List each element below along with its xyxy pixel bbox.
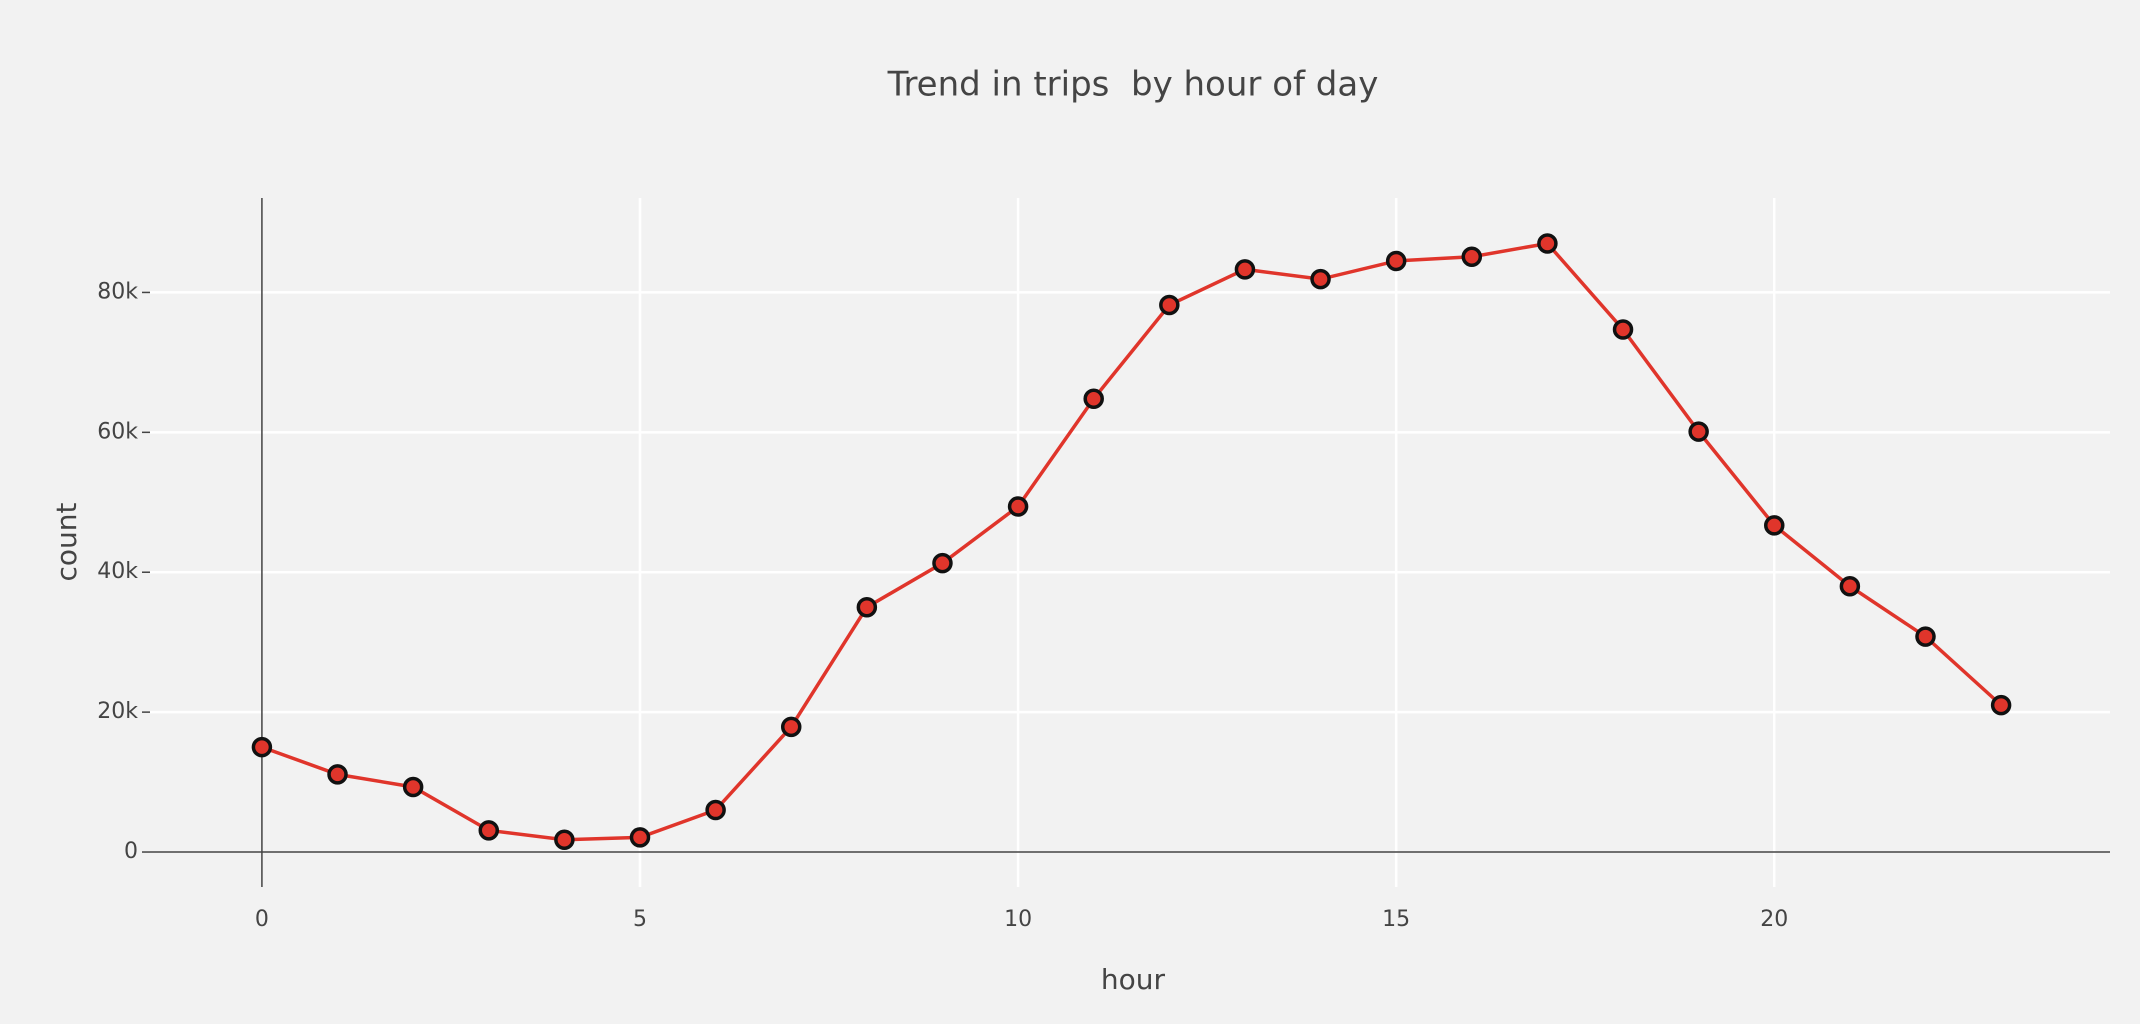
x-tick-label: 5	[633, 907, 647, 932]
data-point	[1990, 694, 2012, 716]
data-point	[1234, 259, 1256, 280]
x-tick-label: 0	[255, 907, 269, 932]
data-point	[932, 552, 953, 574]
data-point	[554, 829, 575, 851]
y-tick-label: 0	[124, 839, 138, 864]
data-point	[1461, 246, 1483, 268]
x-tick-label: 20	[1760, 907, 1788, 932]
data-point	[1537, 233, 1558, 254]
data-point	[1688, 421, 1709, 442]
data-point	[1915, 626, 1936, 647]
chart-title: Trend in trips by hour of day	[887, 65, 1379, 105]
data-point	[251, 736, 273, 758]
y-tick-label: 20k	[97, 699, 138, 724]
data-point	[780, 716, 802, 738]
data-point	[1764, 515, 1785, 536]
data-point	[856, 596, 878, 618]
data-point	[705, 799, 726, 821]
data-point	[327, 764, 348, 785]
x-axis-title: hour	[1101, 963, 1166, 996]
data-point	[1839, 575, 1861, 597]
y-tick-label: 40k	[97, 559, 138, 584]
data-point	[629, 827, 651, 848]
y-axis-title: count	[50, 502, 83, 581]
y-tick-label: 80k	[97, 279, 138, 304]
series-line	[261, 241, 2003, 842]
y-tick-label: 60k	[97, 419, 138, 444]
data-point	[1612, 319, 1634, 340]
data-point	[478, 820, 500, 841]
data-point	[402, 776, 424, 798]
data-point	[1310, 268, 1331, 290]
data-point	[1385, 250, 1407, 272]
data-point	[1083, 388, 1104, 410]
x-tick-label: 15	[1382, 907, 1410, 932]
x-tick-label: 10	[1004, 907, 1032, 932]
data-point	[1159, 294, 1180, 316]
data-point	[1007, 496, 1029, 517]
